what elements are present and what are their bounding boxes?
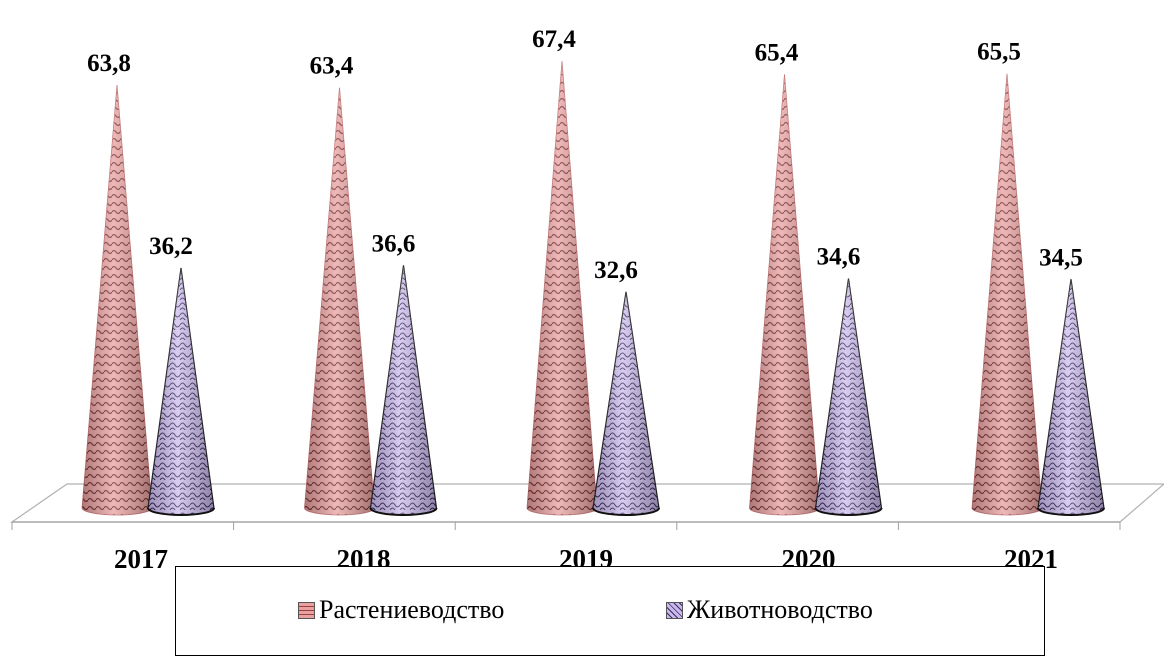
cone-plant-2021 [971, 73, 1043, 516]
chart-labels: 63,836,2201763,436,6201867,432,6201965,4… [87, 26, 1083, 574]
cone-plant-2018 [304, 87, 375, 516]
value-label-livestock-2020: 34,6 [817, 244, 861, 271]
legend-swatch-plant [298, 601, 315, 619]
cone-livestock-2018 [369, 265, 438, 516]
legend-item-livestock: Животноводство [666, 595, 873, 625]
legend-label-plant: Растениеводство [319, 595, 505, 624]
value-label-livestock-2019: 32,6 [594, 257, 638, 284]
value-label-plant-2019: 67,4 [532, 26, 576, 53]
value-label-plant-2017: 63,8 [87, 50, 131, 77]
category-label-2017: 2017 [114, 544, 168, 574]
value-label-plant-2018: 63,4 [310, 53, 354, 80]
cone-livestock-2020 [814, 278, 883, 516]
cone-livestock-2021 [1037, 279, 1105, 516]
value-label-plant-2021: 65,5 [977, 39, 1021, 66]
cone-livestock-2017 [147, 267, 215, 516]
cone-plant-2017 [81, 84, 153, 516]
value-label-livestock-2018: 36,6 [372, 230, 416, 257]
chart-marks [81, 61, 1105, 516]
cone-plant-2019 [526, 61, 598, 516]
legend-item-plant: Растениеводство [298, 595, 504, 625]
legend-label-livestock: Животноводство [687, 595, 873, 624]
legend: Растениеводство Животноводство [175, 566, 1045, 656]
value-label-livestock-2021: 34,5 [1039, 244, 1083, 271]
legend-swatch-livestock [666, 601, 683, 619]
cone-livestock-2019 [592, 291, 660, 516]
value-label-livestock-2017: 36,2 [149, 233, 193, 260]
cone-plant-2020 [749, 74, 820, 516]
value-label-plant-2020: 65,4 [755, 39, 799, 66]
